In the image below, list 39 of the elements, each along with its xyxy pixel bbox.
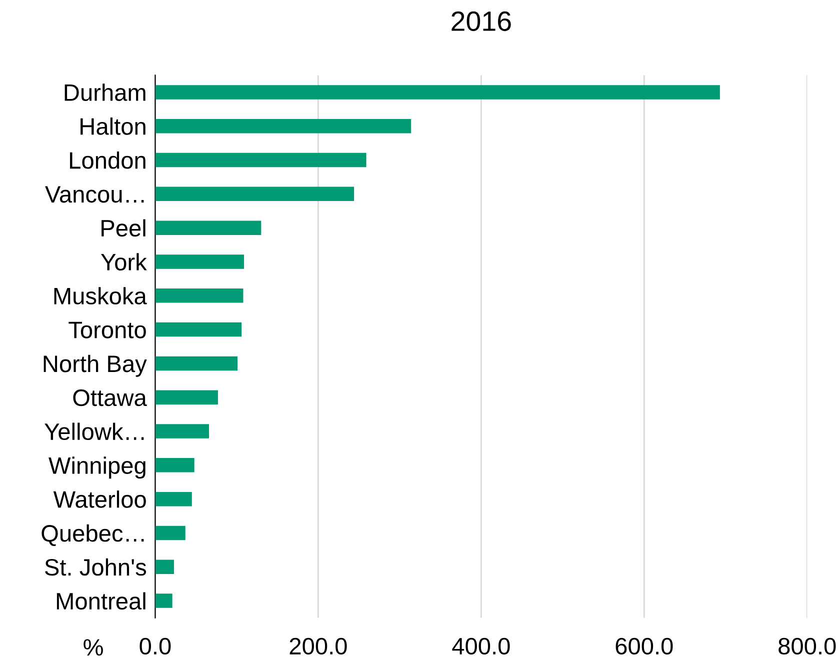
bar (155, 594, 172, 608)
y-tick-label: Toronto (68, 322, 146, 338)
y-tick-label: London (70, 151, 146, 169)
x-tick-label: 0.0 (140, 638, 171, 655)
y-tick-label: Yellowk… (44, 422, 144, 440)
bar (155, 356, 238, 371)
x-tick-label: 800.0 (778, 638, 836, 655)
bar (155, 152, 366, 168)
y-tick-label: Waterloo (53, 490, 146, 508)
bar (155, 118, 412, 134)
bar (155, 288, 244, 303)
y-tick-label: Ottawa (73, 389, 147, 406)
y-tick-label: North Bay (44, 354, 147, 377)
y-tick-label: Muskoka (54, 287, 147, 304)
bar (155, 492, 192, 506)
bar (155, 390, 218, 404)
x-tick-label: 400.0 (452, 638, 510, 655)
y-tick-label: York (101, 253, 147, 271)
bar (155, 254, 244, 269)
y-tick-label: Montreal (56, 592, 146, 610)
bar (155, 424, 209, 438)
x-tick-label: 200.0 (290, 638, 347, 655)
bar (155, 458, 194, 472)
x-tick-label: 600.0 (616, 638, 673, 655)
bar (155, 322, 242, 337)
bar (155, 85, 720, 100)
x-axis-title: % (84, 639, 103, 656)
bar (155, 220, 262, 235)
y-tick-label: Quebec… (42, 524, 144, 546)
y-tick-label: St. John's (45, 558, 146, 576)
y-tick-label: Vancou… (45, 186, 144, 203)
y-tick-label: Peel (102, 219, 146, 237)
chart-title: 2016 (452, 11, 511, 32)
bar (155, 560, 174, 574)
y-tick-label: Winnipeg (48, 456, 146, 479)
y-tick-label: Durham (64, 84, 146, 101)
y-tick-label: Halton (80, 118, 146, 135)
bar (155, 526, 186, 540)
bar (155, 186, 354, 202)
